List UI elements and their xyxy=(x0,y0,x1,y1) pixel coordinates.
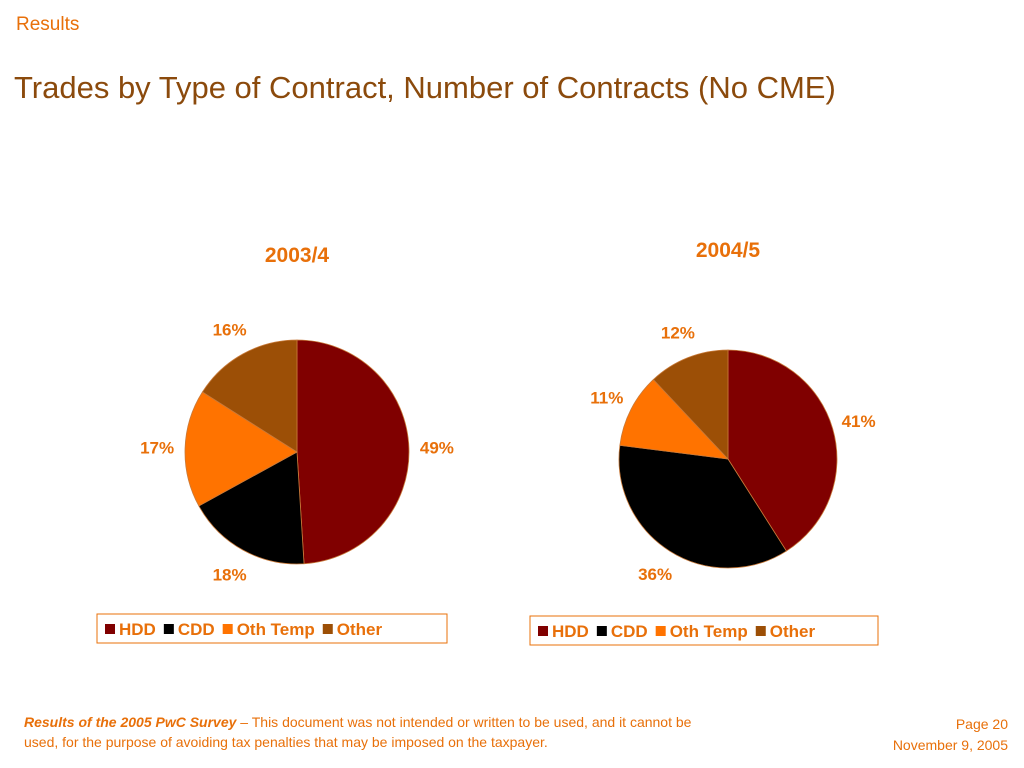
footer-page-info: Page 20 November 9, 2005 xyxy=(893,714,1008,756)
pie-slice-cdd xyxy=(618,444,787,569)
legend-entry: CDD xyxy=(178,620,215,639)
footer-source: Results of the 2005 PwC Survey xyxy=(24,714,237,730)
footer-date: November 9, 2005 xyxy=(892,737,1008,753)
pie-chart-2003-4: 2003/4 49% 18% 17% 16% HDD CDD Oth Temp Other xyxy=(96,244,454,644)
legend-swatch xyxy=(655,626,666,636)
section-label: Results xyxy=(16,14,80,35)
pie-slice-oth-temp xyxy=(184,391,298,507)
legend-entry: Other xyxy=(337,620,383,639)
legend-swatch xyxy=(322,624,333,634)
data-label: 41% xyxy=(842,412,876,431)
footer-disclaimer-text: – This document was not intended or writ… xyxy=(24,714,692,750)
data-label: 36% xyxy=(638,565,672,584)
legend-entry: CDD xyxy=(611,622,648,641)
data-label: 49% xyxy=(420,439,454,458)
legend-box xyxy=(96,613,448,644)
legend-swatch xyxy=(755,626,766,636)
chart-legend: HDD CDD Oth Temp Other xyxy=(529,615,879,646)
pie-slice-cdd xyxy=(198,451,305,565)
legend-entry: Other xyxy=(770,622,816,641)
slide-title: Trades by Type of Contract, Number of Co… xyxy=(14,70,836,105)
legend-swatch xyxy=(105,624,115,634)
data-label: 17% xyxy=(140,439,174,458)
pie-slice-oth-temp xyxy=(619,378,730,460)
legend-entry: HDD xyxy=(119,620,156,639)
data-label: 18% xyxy=(213,566,247,585)
pie-slice-other xyxy=(652,349,729,461)
pie-slice-hdd xyxy=(727,349,838,552)
chart-legend: HDD CDD Oth Temp Other xyxy=(96,613,448,644)
legend-entry: Oth Temp xyxy=(670,622,748,641)
pie-slice-hdd xyxy=(296,339,410,565)
page-number: Page 20 xyxy=(955,716,1008,732)
data-label: 12% xyxy=(661,324,695,343)
legend-swatch xyxy=(163,624,174,634)
legend-box xyxy=(529,615,879,646)
chart-title: 2003/4 xyxy=(265,244,330,267)
legend-swatch xyxy=(596,626,607,636)
footer-disclaimer: Results of the 2005 PwC Survey – This do… xyxy=(24,712,724,752)
data-label: 16% xyxy=(213,320,247,339)
chart-title: 2004/5 xyxy=(696,239,761,262)
pie-chart-2004-5: 2004/5 41% 36% 11% 12% HDD CDD Oth Temp Other xyxy=(529,239,879,646)
legend-entry: HDD xyxy=(552,622,589,641)
legend-swatch xyxy=(222,624,233,634)
legend-swatch xyxy=(538,626,548,636)
pie-slice-other xyxy=(201,339,298,453)
legend-entry: Oth Temp xyxy=(237,620,315,639)
data-label: 11% xyxy=(590,388,623,407)
